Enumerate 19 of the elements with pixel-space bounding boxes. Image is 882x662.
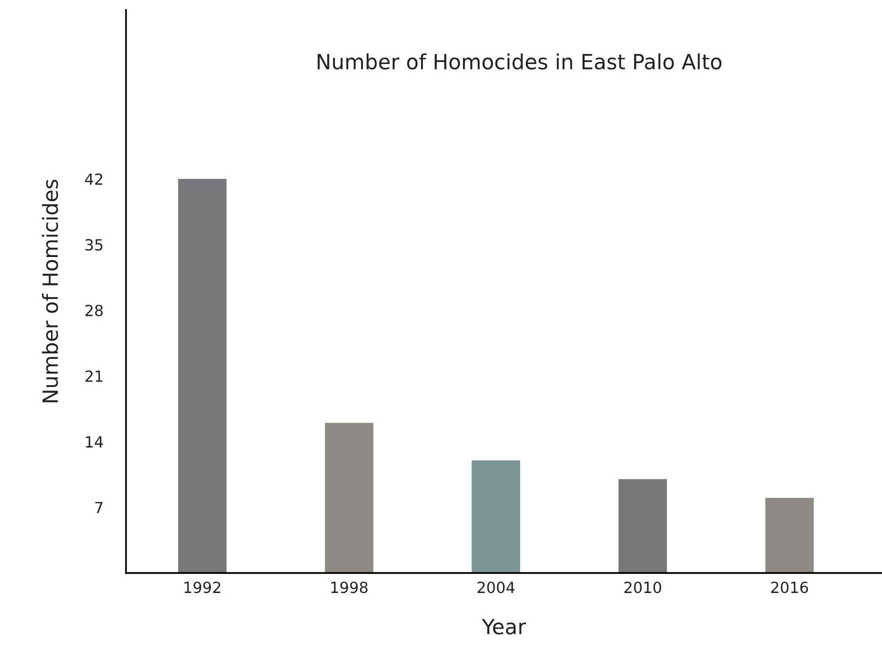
- x-tick-label: 2016: [771, 582, 808, 594]
- text: Number of Homocides in East Palo Alto: [318, 53, 722, 70]
- bar: [472, 460, 520, 573]
- y-tick-label: 14: [86, 436, 103, 448]
- y-tick-label: 7: [95, 502, 102, 514]
- y-tick-label: 42: [85, 173, 102, 185]
- x-tick-label: 1998: [331, 582, 368, 594]
- x-tick-label: 2004: [478, 582, 515, 594]
- y-tick-label: 35: [86, 239, 102, 251]
- bar: [324, 422, 374, 573]
- bar: [178, 178, 227, 573]
- y-tick-label: 21: [85, 370, 102, 382]
- y-tick-label: 28: [85, 304, 103, 316]
- bar: [618, 479, 667, 573]
- x-tick-label: 1992: [184, 582, 220, 594]
- x-axis-title: Year: [482, 618, 526, 634]
- x-tick-label: 2010: [624, 582, 662, 594]
- bar: [765, 498, 814, 573]
- y-axis-title: Number of Homicides: [42, 180, 58, 402]
